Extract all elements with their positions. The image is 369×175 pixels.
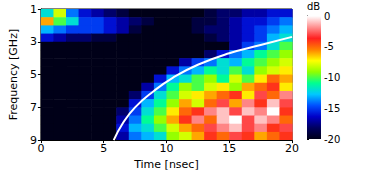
svg-text:15: 15 xyxy=(222,142,236,155)
svg-text:10: 10 xyxy=(159,142,173,155)
svg-text:1: 1 xyxy=(30,3,37,16)
svg-text:3: 3 xyxy=(30,35,37,48)
svg-text:-5: -5 xyxy=(324,41,334,52)
svg-text:-20: -20 xyxy=(324,134,340,145)
svg-text:-15: -15 xyxy=(324,103,340,114)
svg-text:5: 5 xyxy=(30,68,37,81)
svg-text:7: 7 xyxy=(30,101,37,114)
svg-text:Time [nsec]: Time [nsec] xyxy=(133,158,199,171)
svg-text:Frequency [GHz]: Frequency [GHz] xyxy=(7,29,20,120)
svg-text:0: 0 xyxy=(324,11,330,22)
svg-text:5: 5 xyxy=(100,142,107,155)
svg-text:9: 9 xyxy=(30,134,37,147)
svg-text:dB: dB xyxy=(307,1,320,12)
svg-text:-10: -10 xyxy=(324,72,340,83)
svg-text:0: 0 xyxy=(37,142,44,155)
svg-text:20: 20 xyxy=(285,142,299,155)
